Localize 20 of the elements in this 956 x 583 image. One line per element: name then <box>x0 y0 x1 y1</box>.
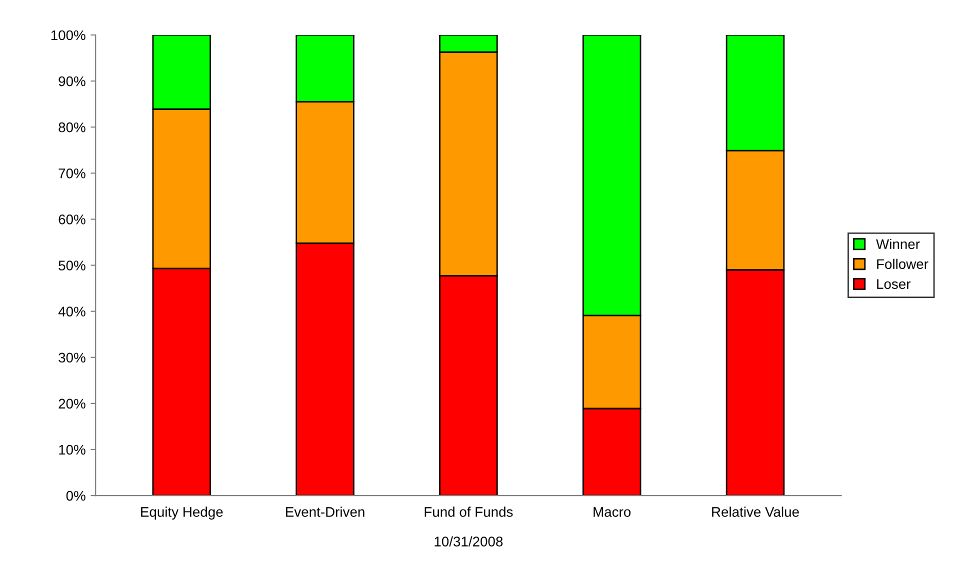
y-tick-label: 20% <box>58 398 86 409</box>
y-tick-label: 60% <box>58 214 86 224</box>
y-tick-label: 30% <box>58 352 86 363</box>
y-tick-label: 80% <box>58 122 86 132</box>
y-tick-label: 90% <box>58 76 86 86</box>
x-tick-label: Equity Hedge <box>141 506 223 520</box>
y-tick-label: 10% <box>59 444 86 455</box>
legend-label: Loser <box>877 279 911 289</box>
legend-label: Follower <box>877 258 928 270</box>
legend-label: Winner <box>876 238 920 250</box>
y-tick-label: 50% <box>58 260 86 270</box>
x-tick-label: Event-Driven <box>286 506 364 517</box>
x-tick-label: Fund of Funds <box>424 506 513 517</box>
y-tick-label: 0% <box>66 490 86 501</box>
x-tick-label: Relative Value <box>712 506 799 517</box>
x-axis-title: 10/31/2008 <box>434 536 503 546</box>
y-tick-label: 40% <box>58 306 86 316</box>
x-tick-label: Macro <box>594 507 631 517</box>
y-tick-label: 70% <box>58 168 86 178</box>
y-tick-label: 100% <box>51 30 86 40</box>
